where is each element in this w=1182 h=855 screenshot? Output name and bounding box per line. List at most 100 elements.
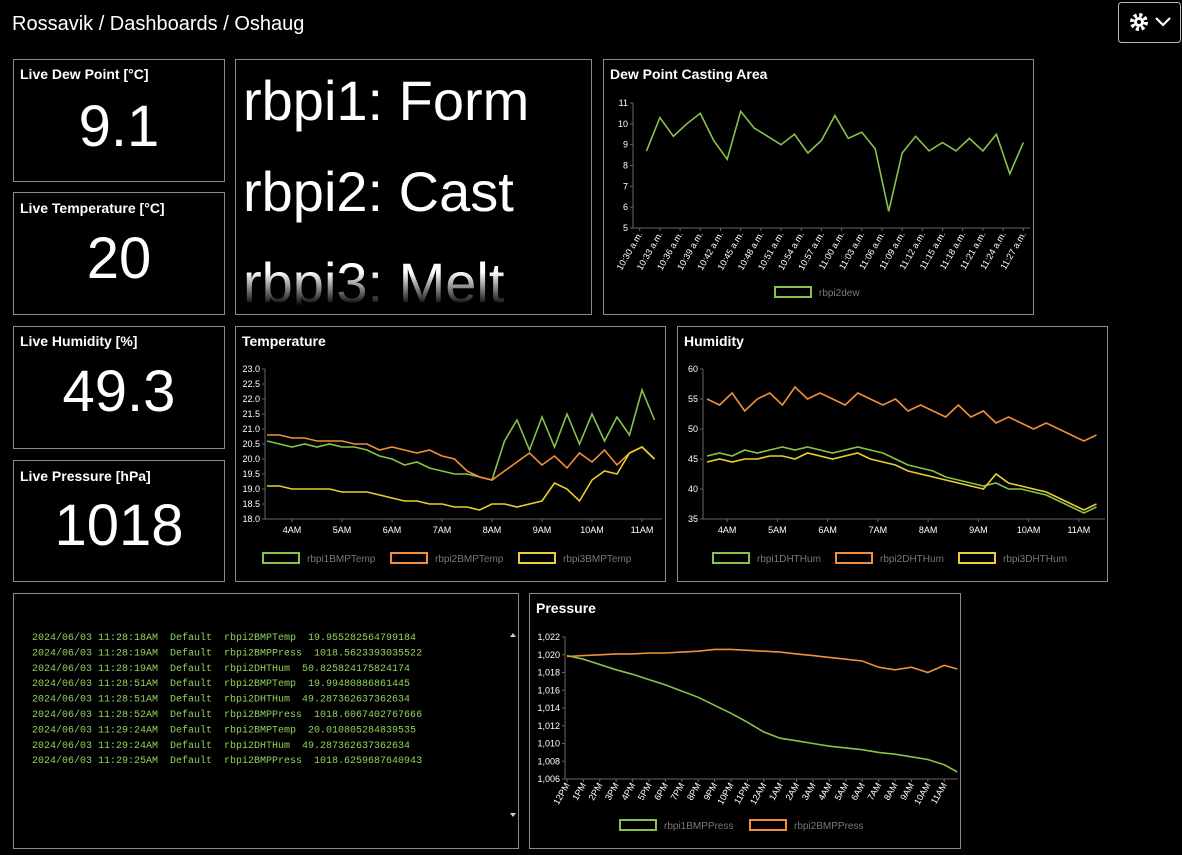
x-tick-label: 6AM (383, 525, 402, 535)
y-tick-label: 55 (688, 394, 698, 404)
series-line (706, 385, 1097, 442)
y-tick-label: 20.5 (242, 439, 260, 449)
y-tick-label: 35 (688, 514, 698, 524)
legend-swatch (262, 552, 300, 564)
scroll-down[interactable] (510, 813, 516, 817)
y-tick-label: 1,008 (537, 756, 560, 766)
y-tick-label: 23.0 (242, 364, 260, 374)
settings-button[interactable] (1118, 2, 1181, 43)
log: 2024/06/03 11:28:18AM Default rbpi2BMPTe… (32, 632, 422, 767)
legend-swatch (958, 552, 996, 564)
panel (13, 59, 225, 182)
legend-label: rbpi1BMPPress (664, 821, 733, 832)
log-line: 2024/06/03 11:28:51AM Default rbpi2DHTHu… (32, 694, 410, 706)
stat-value: 20 (87, 226, 152, 291)
log-line: 2024/06/03 11:28:19AM Default rbpi2DHTHu… (32, 663, 410, 675)
series-line (267, 446, 656, 511)
y-tick-label: 22.5 (242, 379, 260, 389)
log-line: 2024/06/03 11:28:51AM Default rbpi2BMPTe… (32, 678, 410, 690)
legend-swatch (390, 552, 428, 564)
series-line (566, 654, 958, 773)
y-tick-label: 5 (623, 223, 628, 233)
x-tick-label: 4AM (718, 525, 737, 535)
panel (13, 326, 225, 449)
breadcrumb[interactable]: Rossavik / Dashboards / Oshaug (12, 13, 304, 35)
panel (13, 192, 225, 315)
legend-swatch (518, 552, 556, 564)
panel-title: Live Dew Point [°C] (20, 66, 149, 82)
x-tick-label: 4AM (283, 525, 302, 535)
x-tick-label: 10AM (580, 525, 604, 535)
y-tick-label: 8 (623, 161, 628, 171)
y-tick-label: 6 (623, 202, 628, 212)
y-tick-label: 1,020 (537, 650, 560, 660)
text-content: rbpi1: Form rbpi2: Cast rbpi3: Melt (236, 69, 591, 306)
y-tick-label: 7 (623, 181, 628, 191)
y-tick-label: 10 (618, 119, 628, 129)
y-tick-label: 1,022 (537, 632, 560, 642)
legend-swatch (619, 819, 657, 831)
x-tick-label: 6AM (818, 525, 837, 535)
x-tick-label: 7AM (433, 525, 452, 535)
x-tick-label: 5AM (333, 525, 352, 535)
y-tick-label: 11 (619, 98, 628, 108)
chart-title: Temperature (242, 333, 326, 349)
series-line (566, 648, 958, 674)
legend-label: rbpi2BMPPress (794, 821, 863, 832)
x-tick-label: 8AM (919, 525, 938, 535)
y-tick-label: 20.0 (242, 454, 260, 464)
series-line (645, 109, 1025, 212)
scroll-up[interactable] (510, 633, 516, 637)
panel (677, 326, 1108, 582)
panel-title: Live Humidity [%] (20, 333, 137, 349)
y-tick-label: 19.5 (242, 469, 260, 479)
y-tick-label: 1,006 (537, 774, 560, 784)
panel (235, 326, 666, 582)
x-tick-label: 10AM (1017, 525, 1041, 535)
chart-title: Pressure (536, 600, 596, 616)
series-line (706, 446, 1097, 514)
panel-title: Live Temperature [°C] (20, 200, 165, 216)
legend-swatch (749, 819, 787, 831)
log-line: 2024/06/03 11:29:24AM Default rbpi2BMPTe… (32, 724, 416, 736)
legend-swatch (835, 552, 873, 564)
legend-swatch (712, 552, 750, 564)
chart-title: Dew Point Casting Area (610, 66, 768, 82)
y-tick-label: 50 (688, 424, 698, 434)
panel (603, 59, 1034, 315)
y-tick-label: 1,016 (537, 685, 560, 695)
legend-swatch (774, 286, 812, 298)
x-tick-label: 9AM (533, 525, 552, 535)
x-tick-label: 11AM (631, 525, 654, 535)
y-tick-label: 22.0 (242, 394, 260, 404)
log-line: 2024/06/03 11:29:24AM Default rbpi2DHTHu… (32, 740, 410, 752)
y-tick-label: 40 (688, 484, 698, 494)
series-line (266, 387, 656, 481)
x-tick-label: 8AM (483, 525, 502, 535)
series-line (267, 434, 656, 481)
log-line: 2024/06/03 11:28:19AM Default rbpi2BMPPr… (32, 647, 422, 659)
log-line: 2024/06/03 11:28:18AM Default rbpi2BMPTe… (32, 632, 416, 644)
y-tick-label: 1,018 (537, 668, 560, 678)
y-tick-label: 19.0 (242, 484, 260, 494)
text-line: rbpi1: Form (243, 69, 529, 132)
y-tick-label: 21.5 (242, 409, 260, 419)
y-tick-label: 1,012 (537, 721, 560, 731)
x-tick-label: 11AM (1067, 525, 1090, 535)
stat-value: 1018 (54, 493, 183, 558)
y-tick-label: 60 (688, 364, 698, 374)
legend-label: rbpi2DHTHum (880, 554, 944, 565)
log-line: 2024/06/03 11:28:52AM Default rbpi2BMPPr… (32, 709, 422, 721)
stat-value: 49.3 (63, 359, 176, 424)
y-tick-label: 1,010 (537, 739, 560, 749)
y-tick-label: 9 (623, 140, 628, 150)
log-line: 2024/06/03 11:29:25AM Default rbpi2BMPPr… (32, 755, 422, 767)
y-tick-label: 45 (688, 454, 698, 464)
x-tick-label: 5AM (768, 525, 787, 535)
legend-label: rbpi3BMPTemp (563, 554, 632, 565)
y-tick-label: 18.5 (242, 499, 260, 509)
series-line (706, 452, 1097, 511)
y-tick-label: 18.0 (242, 514, 260, 524)
legend-label: rbpi3DHTHum (1003, 554, 1067, 565)
